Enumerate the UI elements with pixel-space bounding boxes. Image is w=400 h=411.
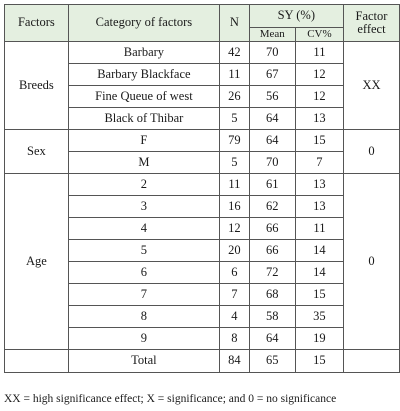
category-cell: Barbary Blackface: [67, 63, 221, 86]
results-table: Factors Category of factors N SY (%) Fac…: [4, 4, 400, 373]
table-row: 5 20 66 14: [5, 239, 400, 262]
n-cell: 8: [219, 327, 250, 350]
total-cv-cell: 15: [294, 349, 344, 373]
cv-cell: 13: [294, 173, 344, 196]
category-cell: 7: [67, 283, 221, 306]
header-n: N: [219, 4, 250, 42]
category-cell: 3: [67, 195, 221, 218]
category-cell: 8: [67, 305, 221, 328]
category-cell: 2: [67, 173, 221, 196]
category-cell: 5: [67, 239, 221, 262]
n-cell: 79: [219, 129, 250, 152]
factor-label: Age: [4, 173, 69, 350]
table-row: 3 16 62 13: [5, 195, 400, 218]
table-row: 7 7 68 15: [5, 283, 400, 306]
header-cv: CV%: [294, 27, 344, 42]
mean-cell: 64: [248, 327, 296, 350]
category-cell: 4: [67, 217, 221, 240]
total-effect-cell: [342, 349, 400, 373]
mean-cell: 58: [248, 305, 296, 328]
n-cell: 20: [219, 239, 250, 262]
n-cell: 11: [219, 63, 250, 86]
header-factor-effect: Factor effect: [342, 4, 400, 42]
mean-cell: 70: [248, 151, 296, 174]
table-row: M 5 70 7: [5, 151, 400, 174]
category-cell: M: [67, 151, 221, 174]
cv-cell: 11: [294, 41, 344, 64]
table-row: 9 8 64 19: [5, 327, 400, 350]
mean-cell: 66: [248, 239, 296, 262]
n-cell: 7: [219, 283, 250, 306]
category-cell: F: [67, 129, 221, 152]
n-cell: 6: [219, 261, 250, 284]
cv-cell: 14: [294, 239, 344, 262]
category-cell: Barbary: [67, 41, 221, 64]
cv-cell: 14: [294, 261, 344, 284]
cv-cell: 11: [294, 217, 344, 240]
factor-label: Sex: [4, 129, 69, 174]
cv-cell: 13: [294, 107, 344, 130]
table-row: 6 6 72 14: [5, 261, 400, 284]
mean-cell: 56: [248, 85, 296, 108]
table-row: Fine Queue of west 26 56 12: [5, 85, 400, 108]
table-row: Black of Thibar 5 64 13: [5, 107, 400, 130]
mean-cell: 72: [248, 261, 296, 284]
cv-cell: 7: [294, 151, 344, 174]
header-factors: Factors: [4, 4, 69, 42]
mean-cell: 64: [248, 129, 296, 152]
table-footnote: XX = high significance effect; X = signi…: [4, 393, 337, 405]
n-cell: 26: [219, 85, 250, 108]
factor-effect-cell: XX: [342, 41, 400, 130]
table-row: Breeds Barbary 42 70 11 XX: [4, 41, 400, 130]
factor-effect-cell: 0: [342, 129, 400, 174]
category-cell: 9: [67, 327, 221, 350]
table-row: 4 12 66 11: [5, 217, 400, 240]
header-row: Factors Category of factors N SY (%) Fac…: [4, 4, 400, 42]
category-cell: Fine Queue of west: [67, 85, 221, 108]
n-cell: 16: [219, 195, 250, 218]
mean-cell: 67: [248, 63, 296, 86]
n-cell: 4: [219, 305, 250, 328]
n-cell: 11: [219, 173, 250, 196]
mean-cell: 61: [248, 173, 296, 196]
cv-cell: 35: [294, 305, 344, 328]
total-label: Total: [67, 349, 221, 373]
cv-cell: 13: [294, 195, 344, 218]
cv-cell: 19: [294, 327, 344, 350]
header-sy: SY (%): [248, 4, 344, 28]
n-cell: 5: [219, 151, 250, 174]
factor-label: Breeds: [4, 41, 69, 130]
cv-cell: 15: [294, 129, 344, 152]
category-cell: 6: [67, 261, 221, 284]
results-table-container: Factors Category of factors N SY (%) Fac…: [4, 4, 400, 373]
mean-cell: 64: [248, 107, 296, 130]
category-cell: Black of Thibar: [67, 107, 221, 130]
total-row: Total 84 65 15: [4, 349, 400, 373]
cv-cell: 12: [294, 85, 344, 108]
cv-cell: 12: [294, 63, 344, 86]
mean-cell: 66: [248, 217, 296, 240]
n-cell: 12: [219, 217, 250, 240]
total-n-cell: 84: [219, 349, 250, 373]
total-factor-cell: [4, 349, 69, 373]
n-cell: 5: [219, 107, 250, 130]
n-cell: 42: [219, 41, 250, 64]
mean-cell: 68: [248, 283, 296, 306]
mean-cell: 62: [248, 195, 296, 218]
cv-cell: 15: [294, 283, 344, 306]
total-mean-cell: 65: [248, 349, 296, 373]
table-row: Age 2 11 61 13 0: [4, 173, 400, 350]
factor-effect-cell: 0: [342, 173, 400, 350]
header-mean: Mean: [248, 27, 296, 42]
table-row: Sex F 79 64 15 0: [4, 129, 400, 174]
mean-cell: 70: [248, 41, 296, 64]
header-category: Category of factors: [67, 4, 221, 42]
